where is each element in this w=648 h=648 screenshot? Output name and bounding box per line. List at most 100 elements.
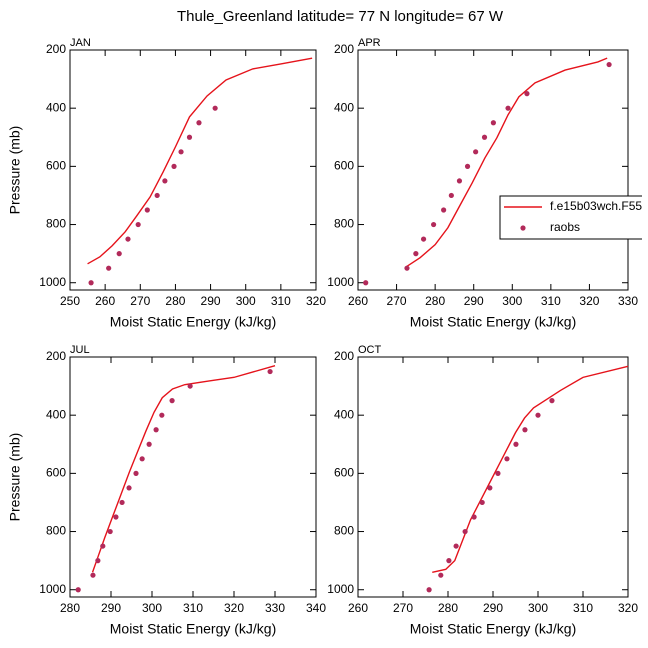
plot-frame — [357, 49, 629, 291]
raob-point — [490, 120, 496, 126]
raob-point — [487, 485, 493, 491]
raob-point — [144, 207, 150, 213]
raob-point — [75, 587, 81, 593]
y-tick-label: 400 — [46, 100, 66, 114]
y-tick-label: 1000 — [327, 275, 354, 289]
y-tick-label: 200 — [46, 349, 66, 363]
x-tick-label: 290 — [101, 601, 121, 615]
raob-point — [549, 398, 555, 404]
raob-point — [169, 398, 175, 404]
raob-point — [462, 528, 468, 535]
y-tick-label: 200 — [334, 349, 354, 363]
raob-point — [159, 412, 165, 418]
raob-point — [187, 383, 193, 389]
raob-point — [505, 105, 511, 111]
x-tick-label: 270 — [393, 601, 413, 615]
raob-point — [135, 221, 141, 228]
profile-line — [404, 57, 608, 269]
x-tick-label: 320 — [306, 294, 326, 308]
x-tick-label: 300 — [236, 294, 256, 308]
x-tick-label: 310 — [573, 601, 593, 615]
y-tick-label: 600 — [46, 466, 66, 480]
raob-point — [146, 441, 152, 447]
legend-box — [499, 195, 642, 240]
x-axis-label: Moist Static Energy (kJ/kg) — [410, 621, 577, 637]
raob-point — [162, 178, 168, 184]
raob-point — [479, 499, 485, 506]
raob-point — [446, 558, 452, 564]
x-tick-label: 260 — [348, 601, 368, 615]
raob-point — [481, 134, 488, 140]
raob-point — [133, 470, 139, 476]
raob-point — [90, 572, 96, 578]
x-tick-label: 320 — [224, 601, 244, 615]
raob-point — [453, 543, 459, 549]
panel-title: OCT — [358, 344, 382, 356]
plot-frame — [69, 356, 317, 598]
raob-point — [413, 251, 419, 257]
y-tick-label: 200 — [334, 42, 354, 56]
x-tick-label: 280 — [425, 294, 445, 308]
x-tick-label: 330 — [618, 294, 638, 308]
x-tick-label: 280 — [165, 294, 185, 308]
profile-line — [91, 365, 276, 573]
raob-point — [464, 163, 471, 169]
y-tick-label: 400 — [334, 407, 354, 421]
x-tick-label: 320 — [618, 601, 638, 615]
raob-point — [154, 192, 160, 199]
x-tick-label: 330 — [265, 601, 285, 615]
raob-point — [125, 236, 131, 242]
panel-title: APR — [358, 37, 381, 49]
legend-dot — [520, 225, 526, 231]
raob-point — [431, 221, 437, 228]
figure-title: Thule_Greenland latitude= 77 N longitude… — [177, 8, 504, 25]
x-tick-label: 290 — [483, 601, 503, 615]
x-tick-label: 310 — [183, 601, 203, 615]
y-tick-label: 200 — [46, 42, 66, 56]
x-tick-label: 260 — [348, 294, 368, 308]
x-tick-label: 300 — [502, 294, 522, 308]
raob-point — [513, 441, 519, 447]
y-axis-label: Pressure (mb) — [7, 433, 23, 522]
x-tick-label: 280 — [438, 601, 458, 615]
raob-point — [116, 251, 122, 257]
raob-point — [212, 105, 218, 111]
raob-point — [524, 91, 530, 97]
y-tick-label: 1000 — [39, 582, 66, 596]
raob-point — [363, 280, 369, 286]
y-tick-label: 1000 — [327, 582, 354, 596]
panel-title: JAN — [70, 37, 91, 49]
raob-point — [267, 368, 273, 375]
y-tick-label: 600 — [334, 466, 354, 480]
raob-point — [504, 456, 510, 462]
x-tick-label: 340 — [306, 601, 326, 615]
x-tick-label: 280 — [60, 601, 80, 615]
y-tick-label: 400 — [46, 407, 66, 421]
y-tick-label: 400 — [334, 100, 354, 114]
y-tick-label: 800 — [334, 217, 354, 231]
panel-title: JUL — [70, 344, 90, 356]
x-tick-label: 260 — [95, 294, 115, 308]
y-tick-label: 600 — [46, 159, 66, 173]
x-tick-label: 300 — [142, 601, 162, 615]
raob-point — [119, 499, 125, 506]
x-tick-label: 270 — [387, 294, 407, 308]
raob-point — [95, 558, 101, 564]
plot-frame — [69, 49, 317, 291]
y-tick-label: 800 — [334, 524, 354, 538]
raob-point — [107, 528, 113, 535]
raob-point — [186, 134, 193, 140]
raob-point — [113, 514, 119, 520]
raob-point — [522, 427, 528, 433]
raob-point — [404, 265, 410, 271]
y-tick-label: 1000 — [39, 275, 66, 289]
raob-point — [88, 280, 94, 286]
legend-label: f.e15b03wch.F55 — [550, 199, 642, 213]
raob-point — [495, 470, 501, 476]
raob-point — [196, 120, 202, 126]
x-axis-label: Moist Static Energy (kJ/kg) — [410, 314, 577, 330]
x-axis-label: Moist Static Energy (kJ/kg) — [110, 314, 277, 330]
raob-point — [100, 543, 106, 549]
raob-point — [448, 192, 454, 199]
